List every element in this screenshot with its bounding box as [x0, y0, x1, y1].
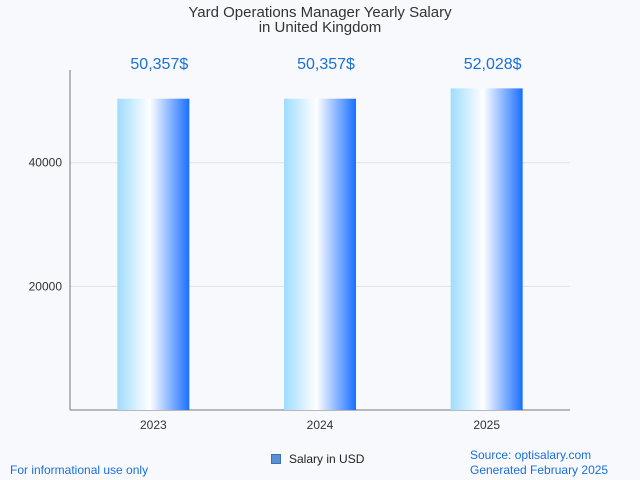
- bar-2023: [117, 98, 190, 410]
- y-tick-label: 20000: [29, 279, 63, 293]
- x-tick-label-2025: 2025: [473, 418, 500, 432]
- disclaimer-text: For informational use only: [10, 463, 149, 477]
- x-tick-label-2023: 2023: [140, 418, 167, 432]
- bar-2024: [284, 98, 356, 410]
- x-tick-label-2024: 2024: [307, 418, 334, 432]
- data-label-2024: 50,357$: [297, 56, 355, 73]
- chart-title-line2: in United Kingdom: [258, 19, 382, 36]
- data-label-2025: 52,028$: [464, 56, 522, 73]
- data-labels: 50,357$ 50,357$ 52,028$: [130, 56, 521, 73]
- legend-label: Salary in USD: [289, 452, 365, 466]
- bar-2025: [450, 88, 523, 410]
- legend-swatch: [271, 454, 281, 464]
- legend: Salary in USD: [271, 452, 364, 466]
- source-info: Source: optisalary.com Generated Februar…: [470, 448, 608, 478]
- y-tick-label: 40000: [29, 156, 63, 170]
- chart-title-line1: Yard Operations Manager Yearly Salary: [188, 4, 452, 21]
- generated-text: Generated February 2025: [470, 463, 609, 477]
- bars: [117, 88, 523, 410]
- source-text: Source: optisalary.com: [470, 448, 592, 462]
- data-label-2023: 50,357$: [130, 56, 188, 73]
